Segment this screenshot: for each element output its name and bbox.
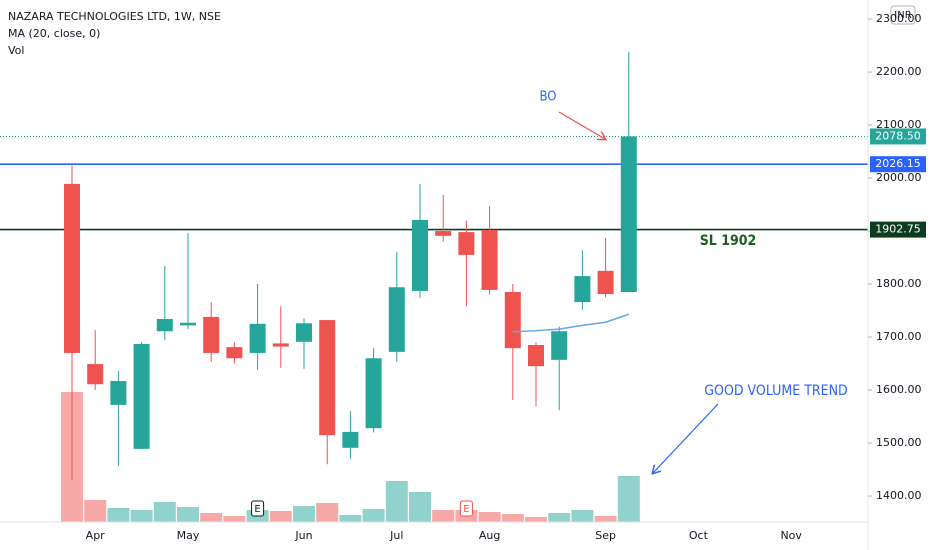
- candle-body: [458, 232, 475, 255]
- currency-label[interactable]: INR: [894, 10, 911, 21]
- candle-body: [272, 343, 289, 347]
- price-line-label: 1902.75: [875, 223, 921, 236]
- volume-bar: [478, 512, 501, 522]
- candle-body: [203, 316, 220, 353]
- x-tick-label: Sep: [595, 529, 616, 542]
- y-tick-label: 1700.00: [876, 330, 922, 343]
- candle-body: [249, 323, 266, 353]
- price-line-label: 2026.15: [875, 157, 921, 170]
- volume-bar: [548, 513, 571, 522]
- ma-line: [512, 313, 630, 333]
- volume-bar: [316, 503, 339, 522]
- y-tick-label: 2200.00: [876, 65, 922, 78]
- indicator-label: MA (20, close, 0): [8, 27, 100, 40]
- candle-body: [412, 219, 428, 291]
- candle-body: [64, 183, 80, 353]
- candle-body: [342, 431, 359, 448]
- volume-bar: [409, 492, 431, 522]
- volume-bar: [84, 500, 107, 522]
- volume-bar: [177, 507, 199, 522]
- y-tick-label: 2100.00: [876, 118, 922, 131]
- volume-bar: [130, 510, 153, 522]
- candle-body: [574, 276, 591, 303]
- volume-bar: [432, 510, 455, 522]
- candle-body: [504, 292, 521, 349]
- candle-body: [365, 358, 382, 429]
- earnings-marker: [459, 500, 473, 517]
- candle-body: [87, 364, 104, 385]
- volume-bar: [107, 508, 130, 522]
- volume-bar: [594, 516, 617, 522]
- earnings-label: E: [463, 504, 469, 515]
- candle-body: [388, 287, 405, 352]
- earnings-label: E: [254, 504, 260, 515]
- volume-bar: [571, 510, 594, 522]
- volume-label: Vol: [8, 44, 24, 57]
- annotation-arrow: [558, 111, 605, 139]
- x-tick-label: May: [177, 529, 200, 542]
- candle-body: [180, 322, 196, 326]
- annotation-arrow: [653, 403, 719, 473]
- candle-body: [133, 343, 150, 449]
- x-tick-label: Nov: [780, 529, 802, 542]
- candle-body: [319, 320, 336, 436]
- volume-bar: [385, 481, 408, 522]
- price-line-tag: [870, 156, 926, 173]
- annotation: BO: [540, 90, 557, 105]
- volume-bar: [617, 476, 640, 522]
- annotation: GOOD VOLUME TREND: [704, 383, 847, 399]
- currency-box[interactable]: [890, 5, 916, 25]
- price-line-tag: [870, 221, 926, 238]
- candle-body: [620, 136, 637, 293]
- candle-body: [528, 344, 544, 367]
- x-tick-label: Jul: [389, 529, 403, 542]
- candle-body: [296, 323, 312, 342]
- y-tick-label: 2000.00: [876, 171, 922, 184]
- x-tick-label: Aug: [479, 529, 500, 542]
- y-tick-label: 1400.00: [876, 489, 922, 502]
- plot: [0, 51, 868, 522]
- candle-body: [597, 270, 614, 295]
- volume-bar: [293, 506, 315, 522]
- price-line-tag: [870, 128, 926, 145]
- volume-bar: [153, 502, 176, 522]
- volume-bar: [525, 517, 547, 522]
- annotation: SL 1902: [700, 233, 757, 249]
- y-tick-label: 1500.00: [876, 436, 922, 449]
- volume-bar: [223, 516, 246, 522]
- y-tick-label: 1800.00: [876, 277, 922, 290]
- x-tick-label: Apr: [86, 529, 106, 542]
- price-line-label: 2078.50: [875, 129, 921, 142]
- x-tick-label: Oct: [689, 529, 709, 542]
- volume-bar: [269, 511, 292, 522]
- y-tick-label: 2300.00: [876, 12, 922, 25]
- candle-body: [481, 229, 498, 290]
- volume-bar: [339, 515, 362, 522]
- candle-body: [110, 381, 127, 405]
- candle-body: [156, 319, 173, 332]
- candle-body: [435, 231, 452, 236]
- volume-bar: [362, 509, 385, 522]
- symbol-title: NAZARA TECHNOLOGIES LTD, 1W, NSE: [8, 10, 221, 23]
- volume-bar: [200, 513, 223, 522]
- earnings-marker: [251, 500, 265, 517]
- candle-body: [226, 347, 243, 359]
- x-tick-label: Jun: [294, 529, 312, 542]
- y-tick-label: 1600.00: [876, 383, 922, 396]
- volume-bar: [501, 514, 524, 522]
- candle-body: [551, 331, 568, 360]
